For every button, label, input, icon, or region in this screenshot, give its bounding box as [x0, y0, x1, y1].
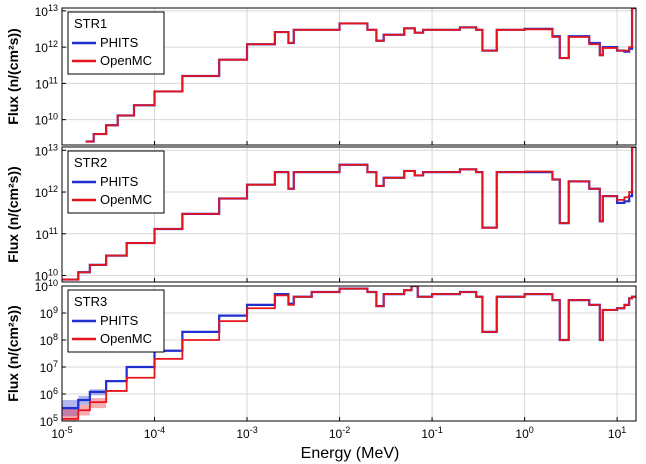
series-line-openmc [62, 147, 636, 281]
y-tick-label: 1010 [35, 278, 58, 294]
legend-label-openmc: OpenMC [100, 53, 152, 68]
y-axis-label: Flux (n/(cm²s)) [5, 28, 21, 124]
y-tick-label: 1012 [35, 184, 58, 200]
x-tick-label: 10-1 [421, 425, 442, 441]
y-tick-label: 1011 [35, 226, 58, 242]
y-tick-label: 1010 [35, 268, 58, 284]
legend: STR3 PHITS OpenMC [67, 289, 165, 353]
y-tick-label: 108 [40, 332, 58, 348]
panel-label: STR2 [74, 155, 107, 170]
y-tick-label: 109 [40, 305, 58, 321]
panel-str3: 105 106 107 108 109 1010 10-5 10-4 10-3 10-2 10-1 1… [5, 278, 637, 441]
y-tick-label: 1011 [35, 75, 58, 91]
legend: STR1 PHITS OpenMC [67, 11, 165, 75]
legend-label-openmc: OpenMC [100, 331, 152, 346]
x-tick-label: 10-5 [51, 425, 72, 441]
y-tick-label: 106 [40, 386, 58, 402]
y-tick-label: 1013 [35, 142, 58, 158]
legend: STR2 PHITS OpenMC [67, 150, 165, 214]
x-axis-label: Energy (MeV) [301, 445, 400, 462]
y-axis-label: Flux (n/(cm²s)) [5, 166, 21, 262]
series-line-openmc [62, 286, 636, 420]
panel-label: STR3 [74, 294, 107, 309]
y-tick-label: 1010 [35, 112, 58, 128]
y-tick-label: 105 [40, 413, 58, 429]
panel-str2: 1010 1011 1012 1013 Flux (n/(cm²s)) STR2 PHITS… [5, 142, 637, 284]
plot-frame [61, 285, 637, 422]
grid [61, 8, 636, 145]
legend-label-phits: PHITS [100, 313, 139, 328]
legend-label-phits: PHITS [100, 174, 139, 189]
panel-str1: 1010 1011 1012 1013 Flux (n/(cm²s)) STR1 PHITS… [5, 3, 637, 146]
x-tick-label: 101 [608, 425, 626, 441]
y-tick-label: 1013 [35, 3, 58, 19]
plot-frame [61, 146, 637, 283]
y-tick-label: 1012 [35, 39, 58, 55]
uncertainty-band-phits [62, 389, 107, 417]
y-axis-label: Flux (n/(cm²s)) [5, 305, 21, 401]
y-tick-label: 107 [40, 359, 58, 375]
legend-label-phits: PHITS [100, 35, 139, 50]
x-tick-label: 10-4 [144, 425, 165, 441]
panel-label: STR1 [74, 16, 107, 31]
series-line-openmc [85, 8, 636, 143]
legend-label-openmc: OpenMC [100, 192, 152, 207]
x-tick-label: 10-2 [329, 425, 350, 441]
plot-frame [61, 7, 637, 146]
x-tick-label: 10-3 [236, 425, 257, 441]
x-tick-label: 100 [515, 425, 533, 441]
